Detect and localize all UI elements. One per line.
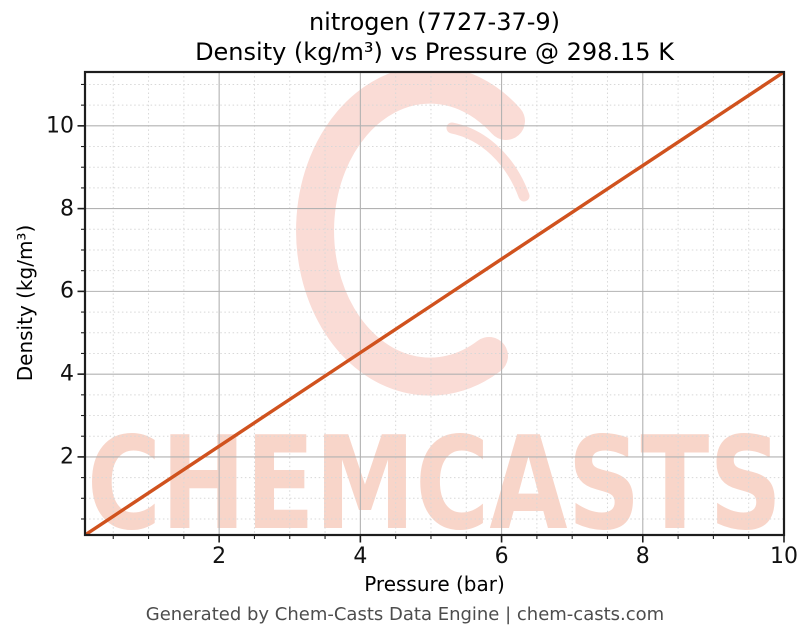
y-tick-label-4: 4 <box>60 361 74 387</box>
x-tick-label-2: 2 <box>212 544 227 569</box>
chart-title: nitrogen (7727-37-9) Density (kg/m³) vs … <box>85 7 784 67</box>
y-axis-label: Density (kg/m³) <box>13 224 37 382</box>
watermark-c-logo-accent-icon <box>446 122 530 202</box>
data-line-density <box>85 72 784 535</box>
y-tick-label-6: 6 <box>60 278 74 304</box>
watermark-text: CHEMCASTS <box>87 410 782 559</box>
x-tick-label-6: 6 <box>494 544 509 569</box>
y-tick-label-8: 8 <box>60 196 74 222</box>
x-tick-label-8: 8 <box>635 544 650 569</box>
y-tick-label-2: 2 <box>60 444 74 470</box>
grid-minor <box>85 72 784 535</box>
chart-title-line2: Density (kg/m³) vs Pressure @ 298.15 K <box>195 38 674 66</box>
chart-title-line1: nitrogen (7727-37-9) <box>308 8 561 36</box>
y-tick-label-10: 10 <box>46 113 74 139</box>
watermark: CHEMCASTS <box>87 72 782 559</box>
x-axis-label: Pressure (bar) <box>364 572 505 596</box>
footer-credit: Generated by Chem-Casts Data Engine | ch… <box>145 604 665 625</box>
plot-border <box>83 70 786 537</box>
x-tick-label-4: 4 <box>353 544 368 569</box>
x-tick-label-10: 10 <box>770 544 798 569</box>
